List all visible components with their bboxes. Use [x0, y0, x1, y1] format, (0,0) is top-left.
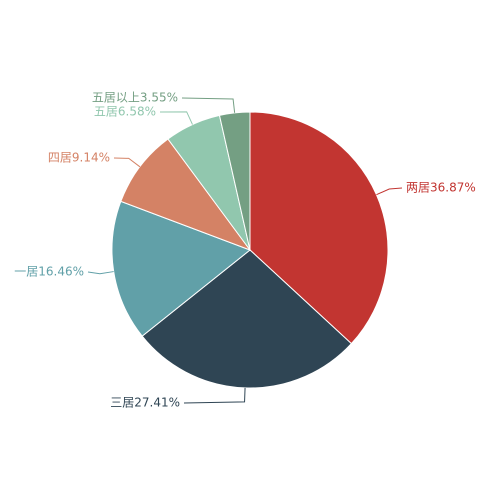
- slice-label-4: 四居9.14%: [48, 151, 110, 165]
- leaders-layer: [87, 97, 403, 404]
- pie-slice-3[interactable]: [111, 200, 251, 337]
- slice-label-5: 五居6.58%: [94, 105, 156, 119]
- slice-label-6: 五居以上3.55%: [92, 91, 178, 105]
- leader-line-3: [87, 271, 114, 275]
- labels-layer: 两居36.87% 三居27.41% 一居16.46% 四居9.14% 五居6.58%五居…: [14, 91, 476, 410]
- leader-line-6: [181, 97, 236, 113]
- slice-label-2: 三居27.41%: [110, 396, 180, 410]
- leader-line-5: [159, 111, 193, 125]
- pie-slice-2[interactable]: [141, 249, 353, 389]
- slices-layer: [111, 111, 389, 389]
- leader-line-4: [113, 157, 141, 168]
- pie-slice-1[interactable]: [249, 111, 389, 345]
- leader-line-2: [183, 387, 246, 404]
- leader-line-1: [376, 187, 403, 196]
- slice-label-3: 一居16.46%: [14, 265, 84, 279]
- slice-label-1: 两居36.87%: [406, 181, 476, 195]
- pie-slice-4[interactable]: [120, 138, 252, 252]
